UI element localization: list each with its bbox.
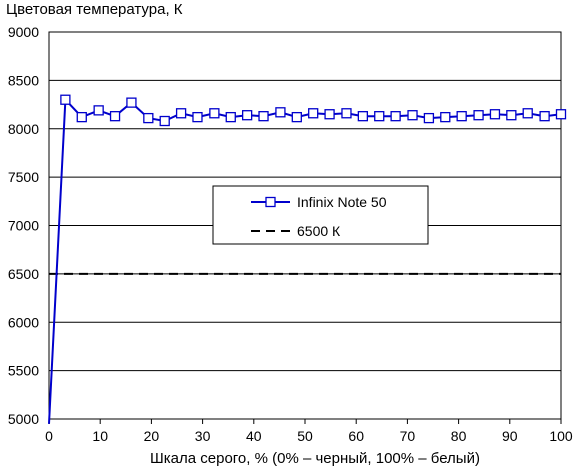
data-point-marker — [109, 111, 121, 122]
data-point-marker — [175, 108, 187, 119]
data-point-marker — [159, 115, 170, 127]
data-point-marker — [291, 111, 302, 123]
data-point-marker — [275, 107, 286, 118]
y-tick-label: 5500 — [8, 363, 39, 379]
data-point-marker — [93, 105, 104, 116]
x-tick-label: 10 — [92, 428, 108, 444]
data-point-marker — [506, 110, 517, 121]
data-point-marker — [555, 109, 567, 120]
data-point-marker — [126, 97, 137, 108]
data-point-marker — [539, 111, 550, 122]
legend-marker-infinix-note-50 — [265, 196, 276, 208]
x-tick-label: 80 — [451, 428, 467, 444]
x-axis-ticks: 0 10 20 30 40 50 60 70 80 90 100 — [45, 419, 573, 444]
y-tick-label: 7500 — [8, 169, 39, 185]
data-point-marker — [473, 110, 484, 121]
x-tick-label: 90 — [502, 428, 518, 444]
data-point-marker — [423, 112, 435, 124]
x-tick-label: 60 — [348, 428, 364, 444]
data-point-marker — [324, 109, 335, 120]
x-tick-label: 30 — [195, 428, 211, 444]
x-axis-label: Шкала серого, % (0% – черный, 100% – бел… — [150, 450, 480, 467]
y-tick-label: 8500 — [8, 72, 39, 88]
data-point-marker — [60, 94, 71, 105]
data-point-marker — [225, 111, 236, 123]
x-tick-label: 40 — [246, 428, 262, 444]
data-point-marker — [341, 108, 352, 119]
legend: Infinix Note 50 6500 К — [212, 185, 429, 245]
chart-title: Цветовая температура, К — [6, 1, 183, 18]
data-point-marker — [192, 111, 203, 123]
data-point-marker — [522, 108, 533, 119]
data-point-marker — [440, 111, 451, 123]
data-point-marker — [241, 110, 253, 121]
legend-label-6500k: 6500 К — [297, 223, 341, 239]
series-layer — [48, 94, 567, 424]
data-point-marker — [456, 111, 467, 122]
y-tick-label: 6500 — [8, 266, 39, 282]
data-point-marker — [374, 111, 385, 122]
y-tick-label: 5000 — [8, 411, 39, 427]
data-point-marker — [357, 111, 369, 122]
data-point-marker — [390, 111, 401, 122]
x-tick-label: 20 — [144, 428, 160, 444]
series-line-infinix-note-50 — [48, 97, 562, 424]
x-tick-label: 100 — [549, 428, 573, 444]
data-point-marker — [407, 110, 418, 121]
data-point-marker — [76, 111, 87, 123]
x-tick-label: 50 — [297, 428, 313, 444]
y-tick-label: 7000 — [8, 218, 39, 234]
y-tick-label: 8000 — [8, 121, 39, 137]
x-tick-label: 70 — [400, 428, 416, 444]
y-tick-label: 6000 — [8, 314, 39, 330]
data-point-marker — [308, 108, 319, 119]
y-tick-label: 9000 — [8, 24, 39, 40]
y-axis-ticks: 5000 5500 6000 6500 7000 7500 8000 8500 9000 — [8, 24, 39, 427]
data-point-marker — [489, 109, 501, 120]
data-point-marker — [209, 108, 220, 119]
data-point-marker — [143, 112, 154, 124]
x-tick-label: 0 — [45, 428, 53, 444]
legend-label-infinix-note-50: Infinix Note 50 — [297, 194, 387, 210]
legend-box — [212, 185, 429, 245]
data-point-marker — [258, 111, 269, 122]
